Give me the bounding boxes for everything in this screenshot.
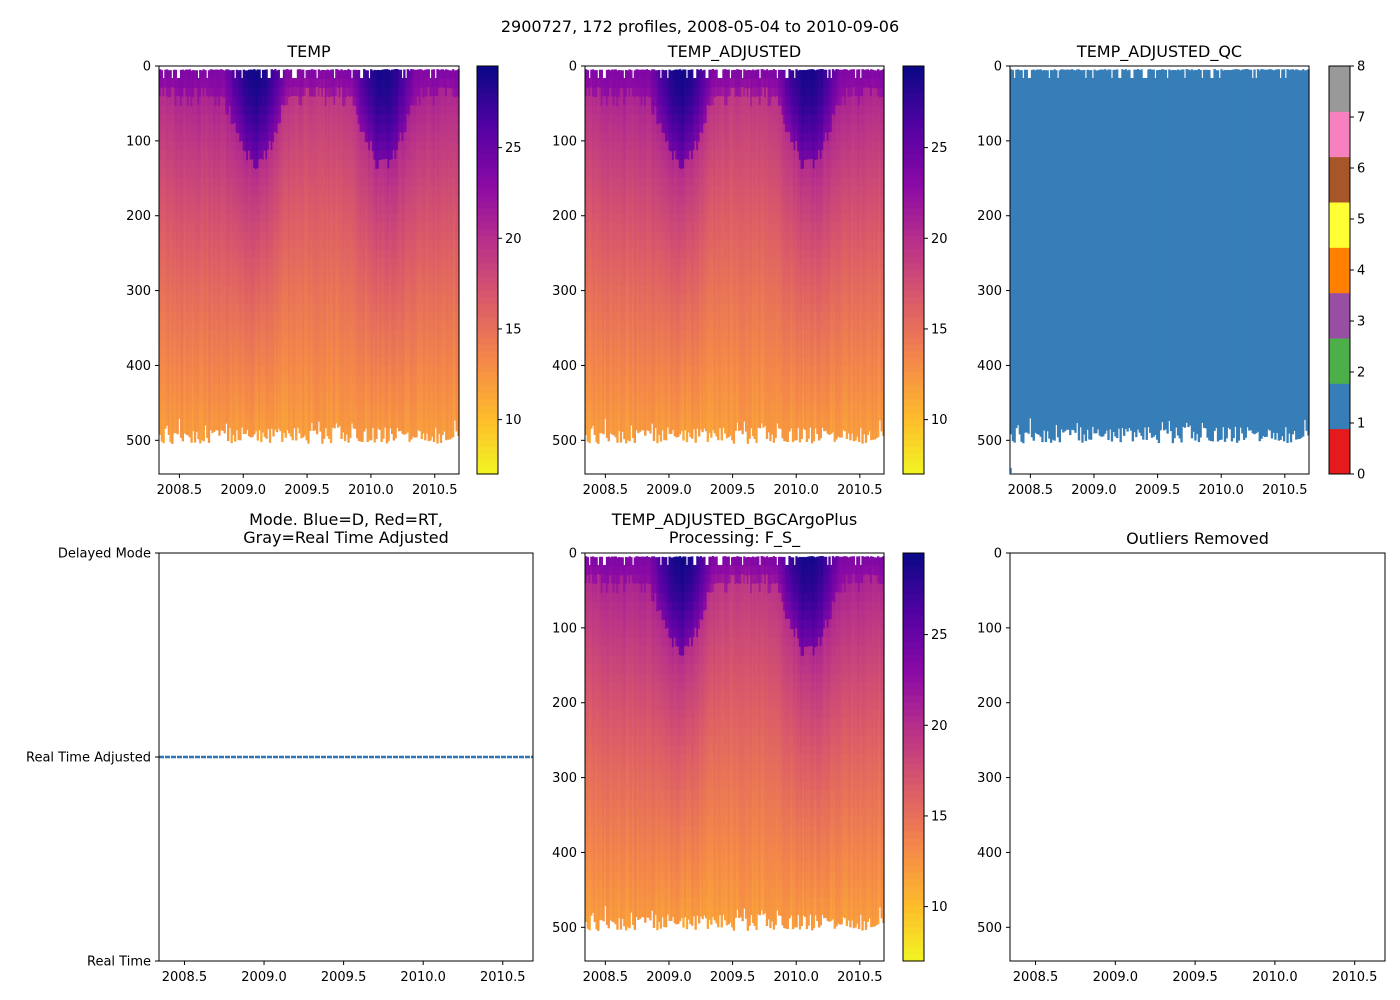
panel-temp-cell xyxy=(194,439,196,443)
panel-temp-cell xyxy=(208,430,210,440)
panel-temp-cell xyxy=(171,437,173,444)
panel-temp-heatmap-cells xyxy=(159,69,460,444)
panel-temp-cell xyxy=(176,428,178,434)
figure-suptitle: 2900727, 172 profiles, 2008-05-04 to 201… xyxy=(501,17,899,36)
panel-temp-cell xyxy=(190,439,192,443)
panel-temp-cell xyxy=(162,437,164,443)
panel-temp-cell xyxy=(203,438,205,442)
panel-temp-cell xyxy=(203,429,205,439)
figure: 2900727, 172 profiles, 2008-05-04 to 201… xyxy=(0,0,1400,1000)
panel-temp-cell xyxy=(182,438,184,441)
panel-temp-cell xyxy=(175,70,177,80)
panel-temp-cell xyxy=(176,419,178,429)
panel-temp-cell xyxy=(162,428,164,438)
panel-temp-cell xyxy=(208,439,210,443)
panel-temp-cell xyxy=(190,430,192,440)
